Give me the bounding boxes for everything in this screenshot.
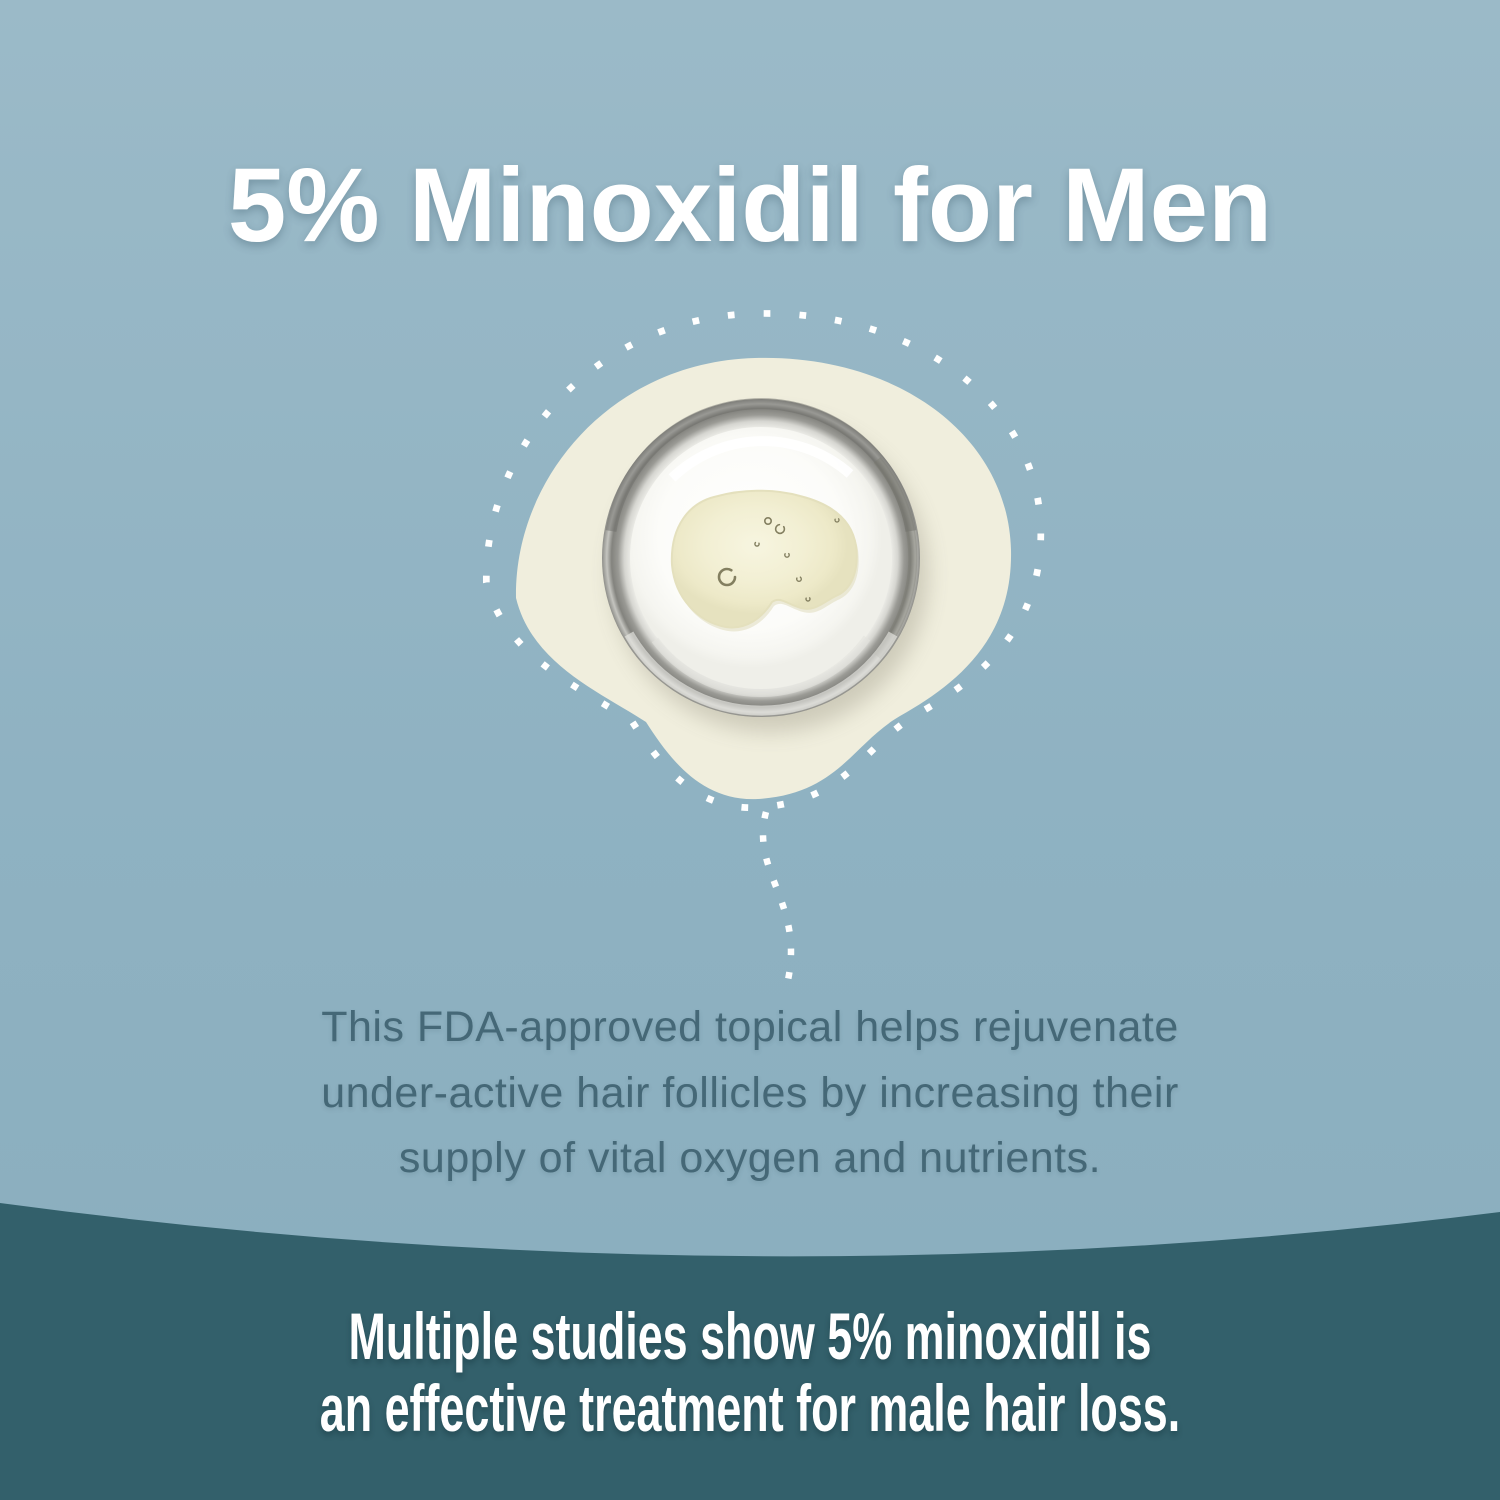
dish-rim-dark-arc: [605, 398, 917, 532]
footer-band: [0, 1203, 1500, 1500]
description: This FDA-approved topical helps rejuvena…: [0, 995, 1500, 1192]
dotted-trail: [759, 811, 795, 981]
banner-line-1: Multiple studies show 5% minoxidil is: [348, 1299, 1152, 1373]
dish-rim-dark-arc-right: [873, 457, 918, 659]
dish-interior-shade: [651, 635, 871, 698]
banner-line-2: an effective treatment for male hair los…: [319, 1371, 1181, 1445]
description-line-2: under-active hair follicles by increasin…: [321, 1068, 1179, 1117]
headline: 5% Minoxidil for Men: [227, 147, 1273, 265]
description-line-3: supply of vital oxygen and nutrients.: [398, 1134, 1102, 1182]
dish-rim-light-arc: [624, 631, 898, 716]
petri-dish: [602, 398, 928, 732]
droplet-body: [670, 489, 858, 629]
minoxidil-droplet: [670, 489, 859, 632]
banner: Multiple studies show 5% minoxidil is an…: [0, 1300, 1500, 1444]
droplet-bubbles: [717, 516, 840, 602]
dish-interior-highlight: [668, 436, 854, 482]
description-line-1: This FDA-approved topical helps rejuvena…: [321, 1003, 1179, 1051]
